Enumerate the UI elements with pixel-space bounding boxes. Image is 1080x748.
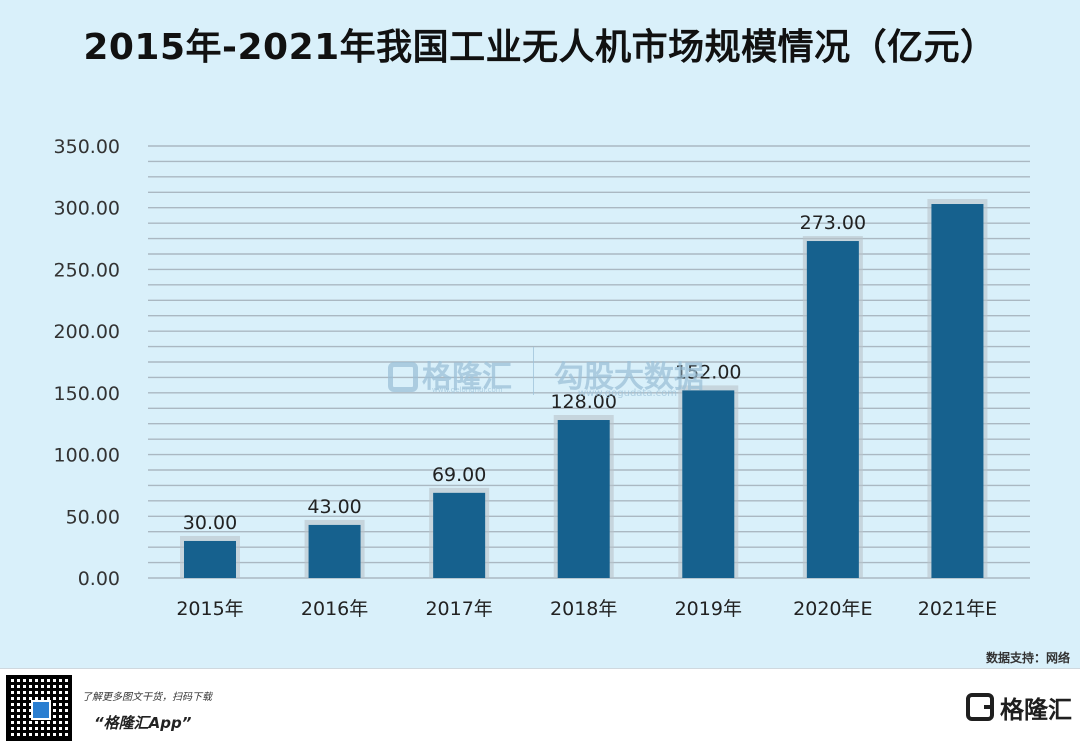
chart-background: 0.00 50.00 100.00 150.00 200.00 250.00 300.00 3…	[0, 0, 1080, 668]
y-tick-label: 0.00	[78, 568, 120, 590]
promo-text: 了解更多图文干货，扫码下载	[82, 692, 212, 703]
bar	[184, 540, 236, 578]
y-tick-label: 300.00	[54, 198, 120, 220]
x-tick-label: 2018年	[550, 598, 617, 620]
bar	[308, 524, 361, 578]
x-tick-label: 2019年	[675, 598, 742, 620]
footer: 了解更多图文干货，扫码下载 “格隆汇App” 格隆汇	[0, 668, 1080, 748]
y-tick-label: 200.00	[54, 321, 120, 343]
data-label: 30.00	[183, 512, 237, 534]
watermark-product: 勾股大数据	[554, 360, 704, 395]
watermark-divider	[533, 347, 534, 395]
brand-logo-text: 格隆汇	[1000, 695, 1072, 724]
brand-logo: 格隆汇	[966, 690, 1072, 724]
promo-app-name: “格隆汇App”	[94, 714, 192, 732]
qr-center-icon	[31, 700, 51, 720]
data-label: 43.00	[307, 496, 361, 518]
watermark-product-url: www.gogudata.com	[578, 388, 678, 399]
x-tick-label: 2017年	[425, 598, 492, 620]
data-label: 273.00	[800, 212, 866, 234]
bar	[931, 204, 984, 579]
y-tick-label: 150.00	[54, 383, 120, 405]
watermark-logo-icon	[388, 362, 418, 392]
watermark-brand: 格隆汇	[388, 352, 512, 396]
y-tick-label: 50.00	[66, 506, 120, 528]
watermark-brand-text: 格隆汇	[422, 360, 512, 395]
data-label: 69.00	[432, 464, 486, 486]
bar-chart: 0.00 50.00 100.00 150.00 200.00 250.00 300.00 3…	[54, 136, 1030, 620]
y-tick-label: 100.00	[54, 445, 120, 467]
data-label: 128.00	[550, 391, 616, 413]
bar	[433, 492, 486, 578]
brand-logo-icon	[966, 693, 994, 721]
source-note: 数据支持：网络	[985, 651, 1070, 665]
data-label: 152.00	[675, 361, 741, 383]
x-tick-label: 2021年E	[918, 598, 997, 620]
x-tick-label: 2015年	[176, 598, 243, 620]
x-tick-label: 2016年	[301, 598, 368, 620]
x-tick-label: 2020年E	[793, 598, 872, 620]
bar	[806, 241, 859, 579]
qr-code	[6, 675, 72, 741]
bar	[682, 390, 735, 578]
y-tick-label: 250.00	[54, 259, 120, 281]
bar	[557, 420, 610, 578]
chart-title: 2015年-2021年我国工业无人机市场规模情况（亿元）	[83, 27, 997, 68]
watermark-brand-url: www.gelonghui.com	[432, 386, 503, 394]
y-tick-label: 350.00	[54, 136, 120, 158]
